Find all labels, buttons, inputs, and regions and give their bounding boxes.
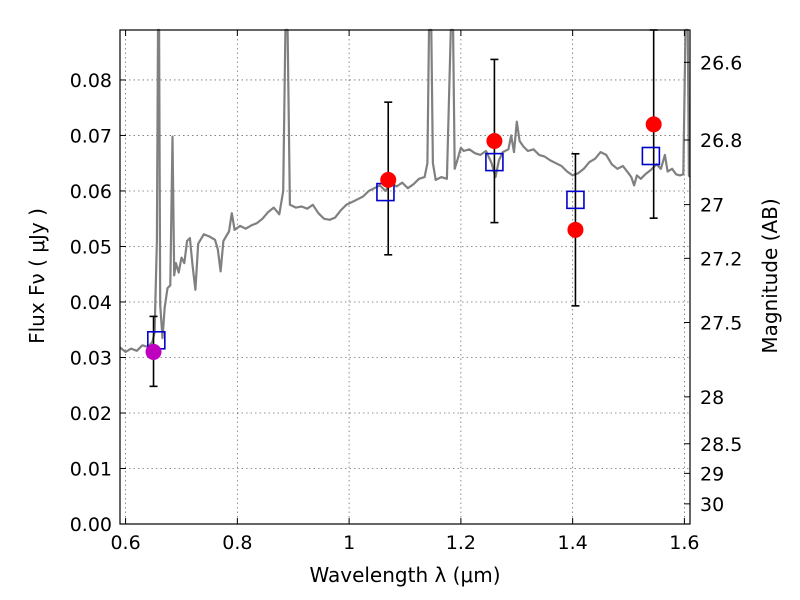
observed-point [645,116,662,133]
magnitude-axis-label: Magnitude (AB) [758,198,782,353]
y-tick-label: 0.00 [70,514,112,536]
y-tick-label: 0.07 [70,125,112,147]
plot-frame [119,29,691,525]
y-axis-label: Flux Fν ( μJy ) [25,208,49,344]
model-band-point [485,152,504,172]
model-band-point [566,190,585,210]
observed-point [145,343,162,360]
y-tick-label: 0.03 [70,347,112,369]
magnitude-tick-label: 28 [700,387,724,409]
observed-point [380,171,397,188]
x-tick-label: 0.6 [110,532,140,554]
magnitude-tick-label: 27.5 [700,312,742,334]
observed-point [567,221,584,238]
magnitude-tick-label: 30 [700,494,724,516]
x-tick-label: 0.8 [222,532,252,554]
x-tick-label: 1.6 [669,532,699,554]
model-band-point [641,146,661,166]
y-tick-label: 0.05 [70,236,112,258]
magnitude-tick-label: 26.6 [700,52,742,74]
magnitude-tick-label: 27.2 [700,248,742,270]
spectrum-layer [119,28,691,353]
observed-point [486,133,503,150]
magnitude-tick-label: 28.5 [700,434,742,456]
y-tick-label: 0.06 [70,181,112,203]
model-points-layer [147,146,661,350]
y-tick-label: 0.04 [70,292,112,314]
magnitude-tick-label: 27 [700,195,724,217]
y-tick-label: 0.02 [70,403,112,425]
x-tick-label: 1.4 [558,532,588,554]
magnitude-tick-label: 29 [700,463,724,485]
grid-layer [120,30,690,525]
y-tick-label: 0.08 [70,70,112,92]
model-spectrum-line [119,28,691,353]
x-tick-label: 1 [343,532,355,554]
x-tick-label: 1.2 [446,532,476,554]
y-tick-label: 0.01 [70,458,112,480]
tick-layer: 0.6 0.8 1 1.2 1.4 1.6 0.00 0.01 0.02 0.03 0.04 0.05… [70,30,742,554]
x-axis-label: Wavelength λ (μm) [309,563,500,587]
magnitude-tick-label: 26.8 [700,130,742,152]
observed-points-layer [145,116,662,360]
